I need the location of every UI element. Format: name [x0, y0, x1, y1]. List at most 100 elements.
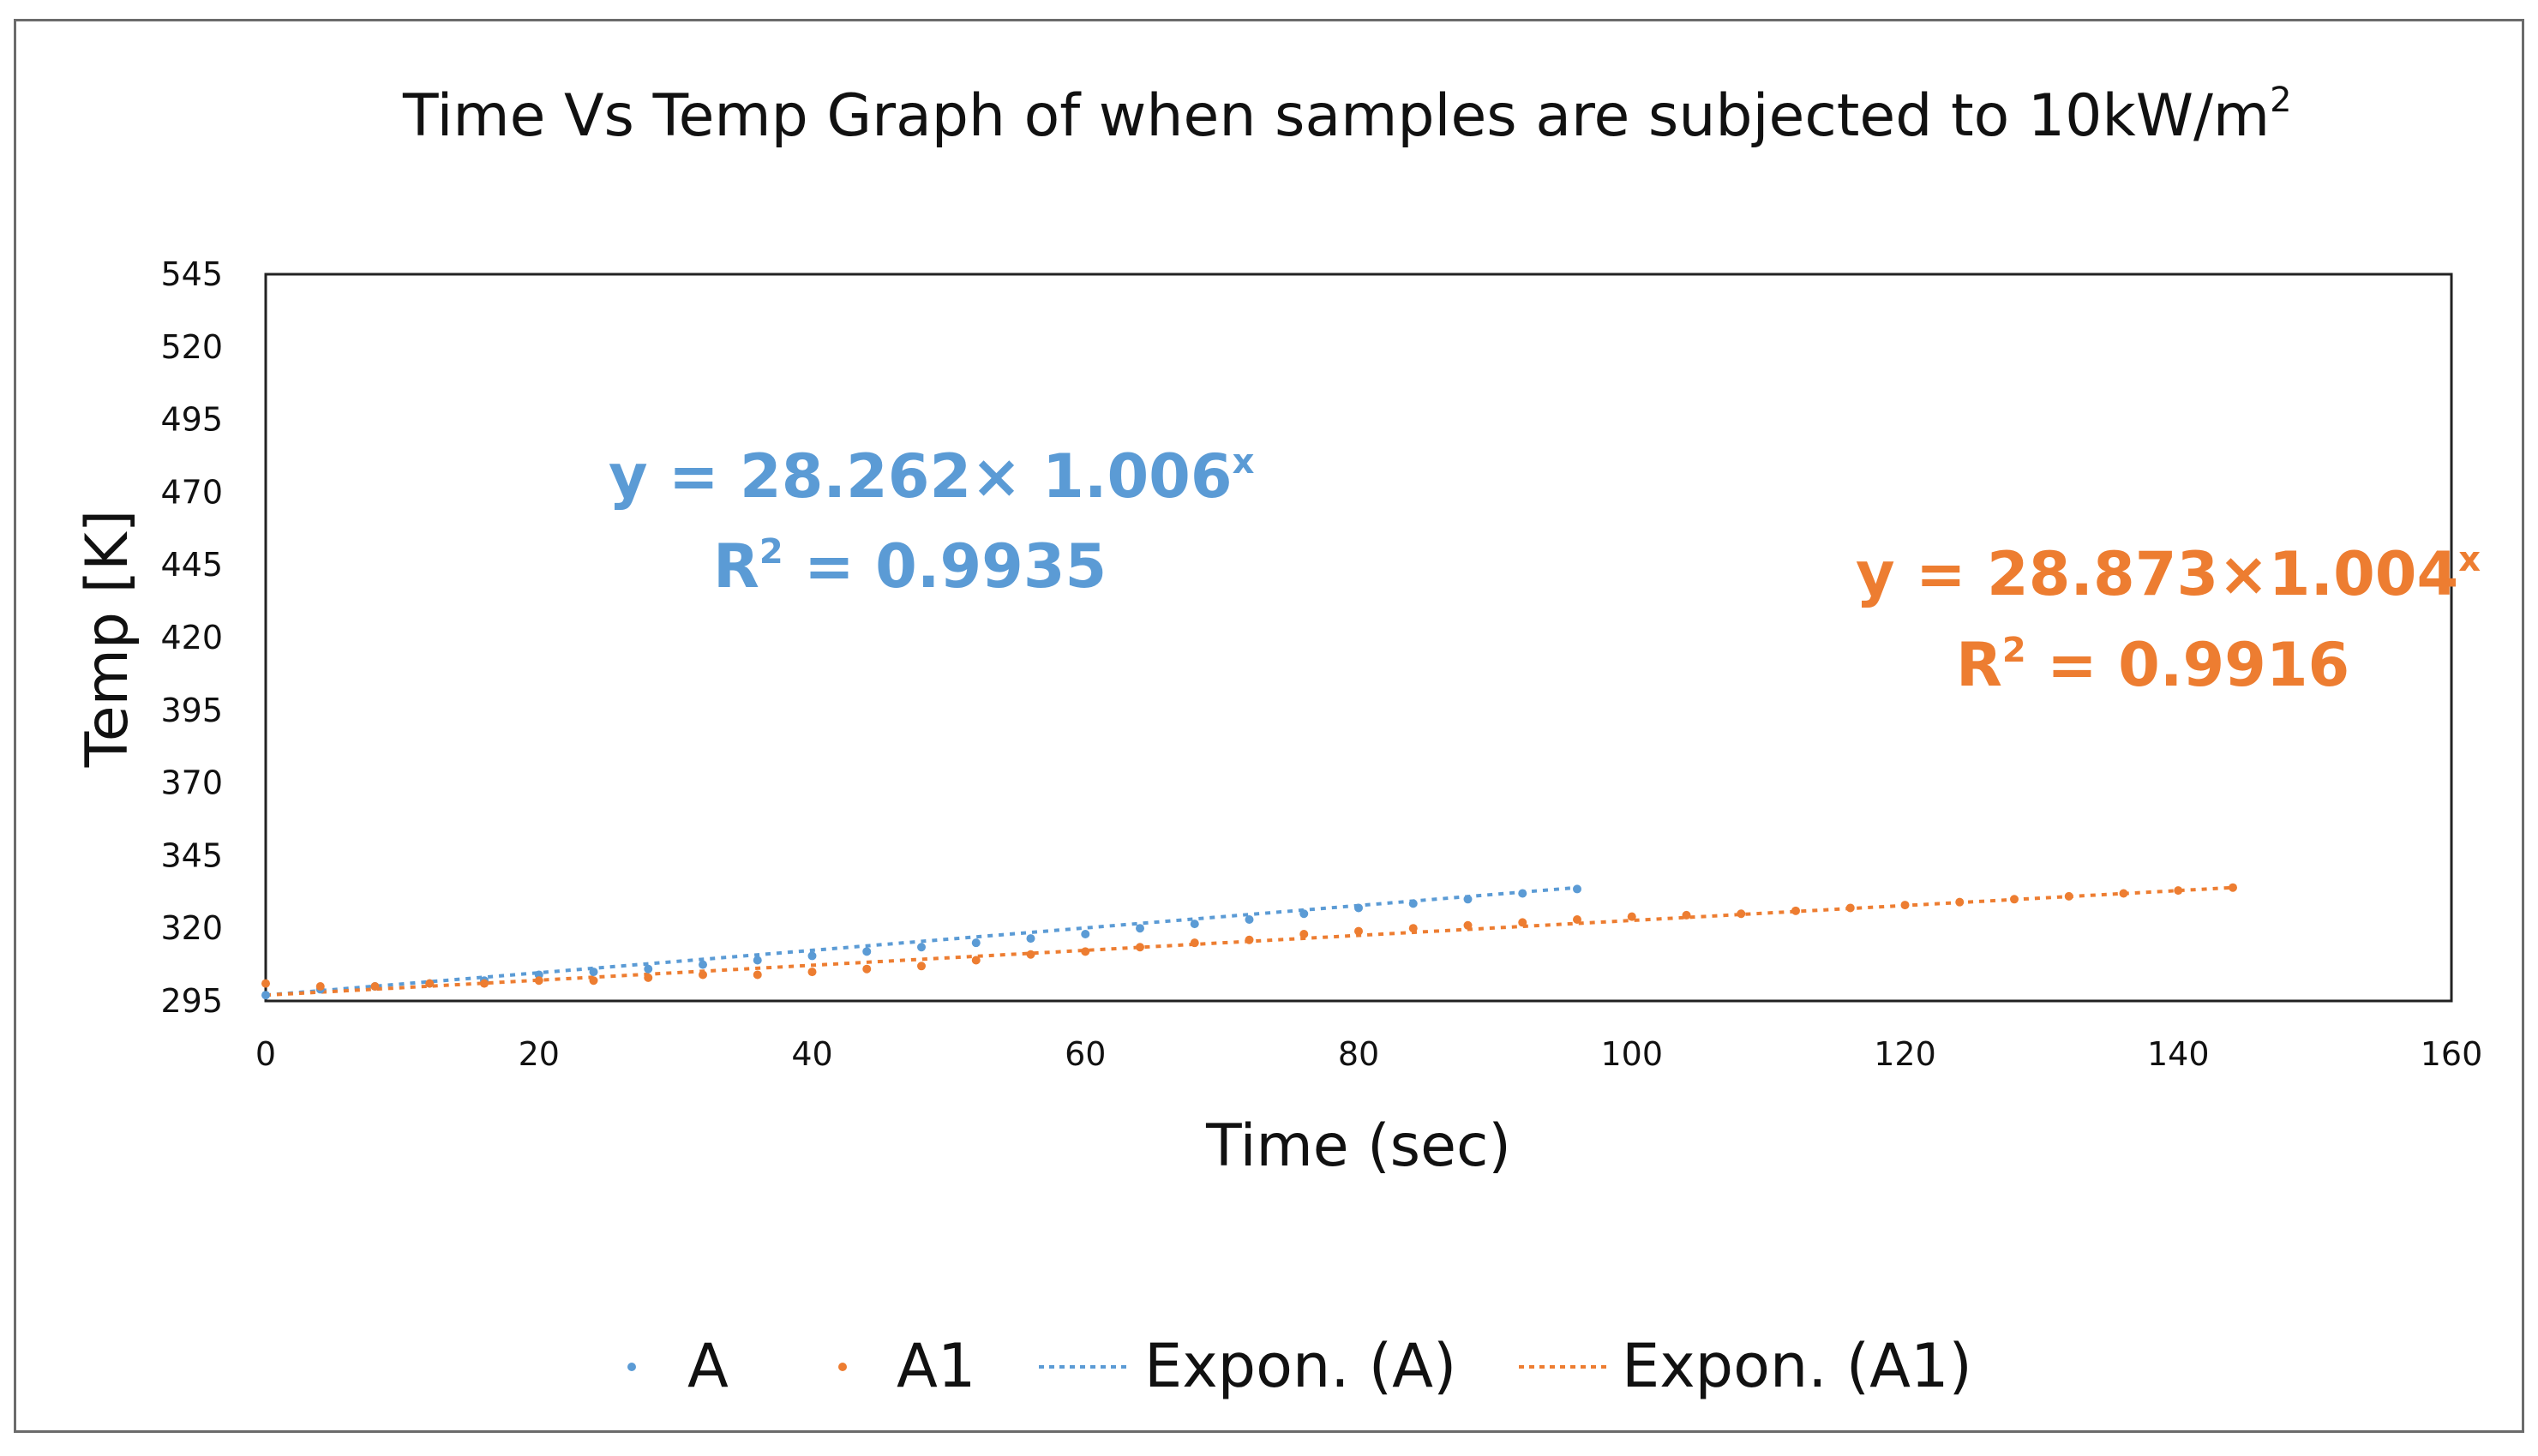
annotation-a-r2: R2 = 0.9935 — [713, 531, 1107, 602]
data-point-a1 — [1573, 915, 1581, 925]
data-point-a — [1354, 903, 1363, 913]
data-point-a1 — [1627, 912, 1636, 921]
x-tick-label: 120 — [1874, 1035, 1936, 1073]
data-point-a1 — [644, 973, 653, 982]
y-axis-ticks: 295 320 345 370 395 420 445 470 495 520 545 — [160, 255, 223, 1020]
data-point-a — [1299, 909, 1309, 919]
data-point-a1 — [917, 962, 926, 971]
chart-title: Time Vs Temp Graph of when samples are s… — [402, 81, 2292, 150]
data-point-a1 — [2010, 895, 2019, 904]
annotation-a1-equation: y = 28.873×1.004x — [1856, 539, 2481, 609]
data-point-a — [807, 951, 817, 961]
data-point-a1 — [971, 956, 981, 965]
trendline-expon-a — [265, 885, 1578, 998]
data-point-a — [1190, 920, 1199, 929]
data-point-a1 — [261, 979, 270, 988]
data-point-a1 — [370, 982, 380, 992]
x-tick-label: 140 — [2147, 1035, 2210, 1073]
data-point-a1 — [1299, 929, 1309, 938]
x-tick-label: 160 — [2421, 1035, 2483, 1073]
y-tick-label: 420 — [160, 619, 223, 656]
chart-title-superscript: 2 — [2270, 81, 2291, 120]
y-tick-label: 295 — [160, 982, 223, 1020]
annotation-a-equation: y = 28.262× 1.006x — [609, 441, 1255, 512]
x-tick-label: 0 — [255, 1035, 276, 1073]
y-tick-label: 345 — [160, 836, 223, 874]
data-point-a1 — [1845, 903, 1855, 913]
data-point-a1 — [425, 979, 435, 988]
data-point-a1 — [534, 976, 543, 986]
x-axis-ticks: 0 20 40 60 80 100 120 140 160 — [255, 1035, 2482, 1073]
data-point-a1 — [1245, 935, 1254, 944]
legend-label-expon-a: Expon. (A) — [1144, 1331, 1456, 1401]
data-point-a1 — [1463, 920, 1473, 930]
data-point-a — [1245, 915, 1254, 925]
data-point-a1 — [1682, 910, 1691, 920]
data-point-a — [1573, 884, 1581, 894]
x-tick-label: 100 — [1600, 1035, 1663, 1073]
data-point-a — [261, 991, 270, 1000]
data-point-a1 — [2174, 886, 2183, 896]
y-tick-label: 445 — [160, 546, 223, 584]
data-point-a1 — [1737, 909, 1746, 919]
data-point-a — [644, 964, 653, 974]
chart-frame — [14, 19, 2524, 1433]
data-point-a1 — [699, 970, 707, 980]
data-point-a1 — [753, 970, 762, 980]
legend-marker-a1 — [838, 1363, 847, 1371]
x-tick-label: 60 — [1065, 1035, 1106, 1073]
data-point-a — [1026, 934, 1035, 944]
x-tick-label: 80 — [1338, 1035, 1379, 1073]
y-tick-label: 470 — [160, 473, 223, 511]
data-points — [261, 883, 2237, 1000]
data-point-a1 — [1791, 906, 1800, 915]
data-point-a1 — [1081, 947, 1090, 956]
data-point-a1 — [2119, 889, 2128, 898]
data-point-a1 — [807, 968, 817, 977]
data-point-a1 — [1136, 943, 1144, 952]
data-point-a — [699, 960, 707, 969]
data-point-a — [1408, 899, 1418, 908]
legend-label-expon-a1: Expon. (A1) — [1622, 1331, 1972, 1401]
data-point-a — [1518, 889, 1527, 898]
y-tick-label: 495 — [160, 401, 223, 439]
x-axis-title: Time (sec) — [1205, 1112, 1511, 1180]
y-tick-label: 520 — [160, 328, 223, 366]
data-point-a — [753, 956, 762, 965]
x-tick-label: 20 — [519, 1035, 560, 1073]
data-point-a1 — [589, 976, 598, 986]
data-point-a1 — [2229, 883, 2237, 892]
data-point-a1 — [1900, 901, 1910, 910]
data-point-a1 — [1354, 926, 1363, 936]
data-point-a — [1081, 929, 1090, 938]
data-point-a1 — [862, 964, 872, 974]
y-tick-label: 370 — [160, 764, 223, 802]
legend-label-a: A — [687, 1331, 729, 1401]
data-point-a1 — [480, 979, 489, 988]
y-tick-label: 545 — [160, 255, 223, 293]
data-point-a — [1136, 924, 1144, 933]
x-tick-label: 40 — [791, 1035, 832, 1073]
annotation-a1-r2: R2 = 0.9916 — [1956, 630, 2349, 700]
data-point-a1 — [1408, 924, 1418, 933]
data-point-a — [971, 938, 981, 948]
y-tick-label: 320 — [160, 909, 223, 947]
chart-title-text: Time Vs Temp Graph of when samples are s… — [402, 82, 2270, 150]
y-tick-label: 395 — [160, 692, 223, 729]
data-point-a — [917, 943, 926, 952]
data-point-a — [589, 968, 598, 977]
data-point-a1 — [1518, 918, 1527, 927]
data-point-a1 — [2064, 891, 2073, 901]
data-point-a1 — [1955, 897, 1965, 907]
legend-marker-a — [627, 1363, 636, 1371]
legend-label-a1: A1 — [897, 1331, 975, 1401]
data-point-a1 — [315, 982, 325, 992]
plot-area — [264, 273, 2453, 1003]
data-point-a — [862, 947, 872, 956]
data-point-a1 — [1190, 938, 1199, 948]
data-point-a1 — [1026, 950, 1035, 959]
legend: A A1 Expon. (A) Expon. (A1) — [627, 1331, 1972, 1401]
y-axis-title: Temp [K] — [74, 510, 141, 769]
data-point-a — [1463, 895, 1473, 904]
